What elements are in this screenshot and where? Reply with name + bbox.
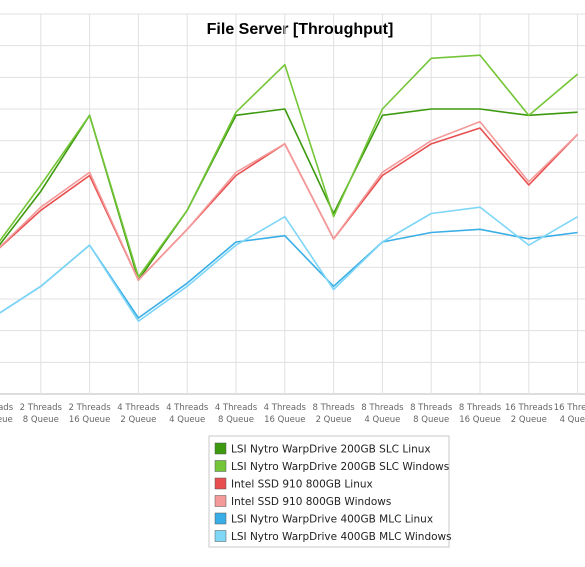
- x-tick-label: 2 Threads: [68, 403, 111, 413]
- legend-label: LSI Nytro WarpDrive 200GB SLC Linux: [231, 444, 431, 456]
- legend-label: LSI Nytro WarpDrive 400GB MLC Linux: [231, 514, 433, 526]
- x-tick-label: 4 Queue: [364, 415, 400, 425]
- x-tick-label: 4 Queue: [169, 415, 205, 425]
- legend-box: [208, 435, 450, 548]
- x-tick-label: 8 Threads: [459, 403, 502, 413]
- x-tick-label: 16 Queue: [264, 415, 305, 425]
- x-tick-label: 1 Threads: [0, 403, 14, 413]
- x-tick-label: 8 Threads: [361, 403, 404, 413]
- legend-swatch: [214, 512, 227, 525]
- x-tick-label: 2 Queue: [511, 415, 547, 425]
- series-line: [0, 228, 578, 319]
- grid: [0, 13, 585, 395]
- x-axis-tick-labels: 1 Threads 32 Queue 2 Threads 8 Queue 2 Threa…: [0, 403, 585, 425]
- legend-label: Intel SSD 910 800GB Windows: [231, 496, 391, 508]
- x-tick-label: 2 Queue: [316, 415, 352, 425]
- legend-swatch: [214, 460, 227, 472]
- x-tick-label: 16 Queue: [69, 415, 110, 425]
- legend-label: Intel SSD 910 800GB Linux: [231, 479, 373, 491]
- series-line: [0, 120, 579, 281]
- x-tick-label: 8 Threads: [312, 403, 355, 413]
- legend: LSI Nytro WarpDrive 200GB SLC Linux LSI N…: [208, 435, 452, 548]
- x-tick-label: 8 Queue: [218, 415, 254, 425]
- x-tick-label: 8 Queue: [23, 415, 59, 425]
- x-tick-label: 4 Threads: [264, 403, 307, 413]
- series-line: [0, 206, 579, 322]
- legend-swatch: [214, 477, 227, 490]
- x-tick-label: 16 Threads: [505, 403, 553, 413]
- legend-swatch: [214, 495, 227, 507]
- x-tick-label: 4 Threads: [166, 403, 209, 413]
- x-tick-label: 16 Threads: [554, 403, 585, 413]
- x-tick-label: 8 Threads: [410, 403, 453, 413]
- legend-swatch: [214, 442, 227, 455]
- legend-label: LSI Nytro WarpDrive 200GB SLC Windows: [231, 461, 449, 473]
- x-tick-label: 2 Threads: [20, 403, 63, 413]
- x-tick-label: 4 Threads: [117, 403, 160, 413]
- x-tick-label: 4 Threads: [215, 403, 258, 413]
- series-line: [0, 54, 579, 278]
- x-tick-label: 2 Queue: [120, 415, 156, 425]
- legend-label: LSI Nytro WarpDrive 400GB MLC Windows: [231, 531, 452, 543]
- x-tick-label: 32 Queue: [0, 415, 13, 425]
- legend-swatch: [214, 530, 227, 542]
- x-tick-label: 16 Queue: [459, 415, 500, 425]
- chart-title: File Server [Throughput]: [207, 21, 394, 38]
- x-tick-label: 4 Queue: [560, 415, 585, 425]
- x-tick-label: 8 Queue: [413, 415, 449, 425]
- series-lines: [0, 54, 579, 322]
